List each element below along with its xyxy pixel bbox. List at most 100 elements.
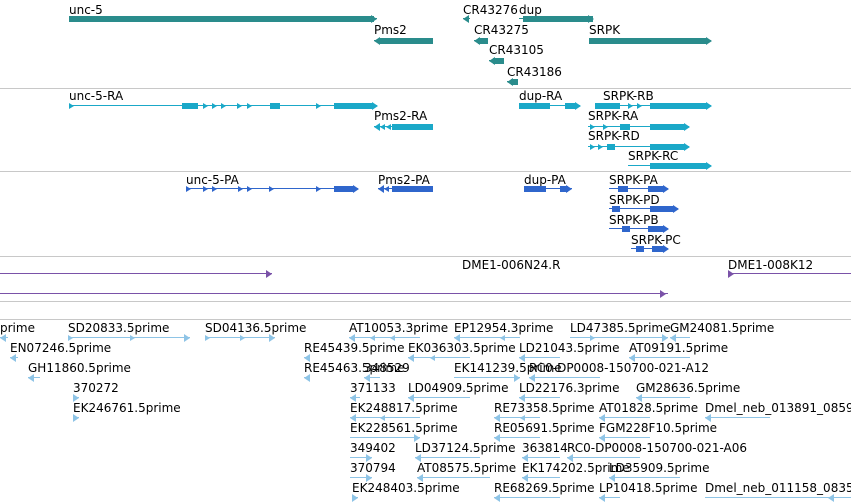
feature-ests[interactable]: RE05691.5prime	[0, 320, 851, 503]
feature-ests[interactable]: LD35909.5prime	[0, 320, 851, 503]
feature-line	[522, 457, 560, 458]
feature-ests[interactable]: EK228561.5prime	[0, 320, 851, 503]
feature-ests[interactable]: LD47385.5prime	[0, 320, 851, 503]
feature-label: unc-5-PA	[186, 173, 239, 187]
feature-ests[interactable]: RE73358.5prime	[0, 320, 851, 503]
feature-ests[interactable]: 370794	[0, 320, 851, 503]
feature-line	[454, 377, 520, 378]
feature-ests[interactable]: LP10418.5prime	[0, 320, 851, 503]
feature-block	[636, 245, 644, 252]
feature-transcripts[interactable]: SRPK-RC	[0, 89, 851, 171]
feature-ests[interactable]: RE45463.5prime	[0, 320, 851, 503]
feature-transcripts[interactable]: dup-RA	[0, 89, 851, 171]
feature-ests[interactable]: EP12954.3prime	[0, 320, 851, 503]
feature-line	[522, 477, 560, 478]
feature-transcripts[interactable]: unc-5-RA	[0, 89, 851, 171]
feature-ests[interactable]: EK248403.5prime	[0, 320, 851, 503]
feature-ests[interactable]: 371133	[0, 320, 851, 503]
strand-arrow-right-icon	[662, 333, 668, 342]
strand-arrow-left-icon	[500, 334, 505, 341]
feature-genes[interactable]: CR43186	[0, 0, 851, 88]
feature-bac_clones[interactable]: DME1-006N24.R	[0, 257, 851, 301]
feature-genes[interactable]: CR43275	[0, 0, 851, 88]
feature-ests[interactable]: 370272	[0, 320, 851, 503]
feature-proteins[interactable]: SRPK-PC	[0, 172, 851, 256]
feature-ests[interactable]: 348529	[0, 320, 851, 503]
feature-ests[interactable]: LD21043.5prime	[0, 320, 851, 503]
feature-ests[interactable]: EK141239.5prime	[0, 320, 851, 503]
feature-ests[interactable]: RE68269.5prime	[0, 320, 851, 503]
feature-ests[interactable]: EK246761.5prime	[0, 320, 851, 503]
feature-genes[interactable]: Pms2	[0, 0, 851, 88]
strand-arrow-right-icon	[203, 102, 208, 109]
strand-arrow-right-icon	[366, 473, 372, 482]
feature-block	[493, 57, 504, 64]
feature-proteins[interactable]: SRPK-PA	[0, 172, 851, 256]
strand-arrow-left-icon	[349, 333, 355, 342]
feature-genes[interactable]: CR43276	[0, 0, 851, 88]
feature-ests[interactable]: FGM228F10.5prime	[0, 320, 851, 503]
feature-ests[interactable]: Dmel_neb_011158_0835	[0, 320, 851, 503]
feature-genes[interactable]: dup	[0, 0, 851, 88]
feature-ests[interactable]: RE45439.5prime	[0, 320, 851, 503]
feature-ests[interactable]: EK036303.5prime	[0, 320, 851, 503]
strand-arrow-right-icon	[728, 269, 734, 278]
feature-transcripts[interactable]: SRPK-RA	[0, 89, 851, 171]
feature-proteins[interactable]: unc-5-PA	[0, 172, 851, 256]
feature-ests[interactable]: LD22176.3prime	[0, 320, 851, 503]
feature-genes[interactable]: CR43105	[0, 0, 851, 88]
feature-line	[417, 477, 490, 478]
strand-arrow-right-icon	[706, 101, 712, 110]
feature-genes[interactable]: SRPK	[0, 0, 851, 88]
feature-ests[interactable]: EK248817.5prime	[0, 320, 851, 503]
feature-block	[650, 143, 685, 150]
feature-line	[454, 337, 520, 338]
feature-transcripts[interactable]: Pms2-RA	[0, 89, 851, 171]
feature-proteins[interactable]: Pms2-PA	[0, 172, 851, 256]
feature-ests[interactable]: AT08575.5prime	[0, 320, 851, 503]
feature-proteins[interactable]: dup-PA	[0, 172, 851, 256]
feature-line	[28, 377, 40, 378]
feature-ests[interactable]: prime	[0, 320, 851, 503]
strand-arrow-right-icon	[371, 14, 377, 23]
feature-ests[interactable]: 349402	[0, 320, 851, 503]
feature-label: AT09191.5prime	[629, 341, 729, 355]
feature-label: SD20833.5prime	[68, 321, 170, 335]
feature-ests[interactable]: AT10053.3prime	[0, 320, 851, 503]
feature-ests[interactable]: LD04909.5prime	[0, 320, 851, 503]
feature-ests[interactable]: RC0-DP0008-150700-021-A12	[0, 320, 851, 503]
feature-transcripts[interactable]: SRPK-RB	[0, 89, 851, 171]
feature-ests[interactable]: EK174202.5prime	[0, 320, 851, 503]
feature-label: 349402	[350, 441, 396, 455]
feature-line	[609, 228, 668, 229]
feature-ests[interactable]: 363814	[0, 320, 851, 503]
feature-line	[529, 377, 600, 378]
feature-label: unc-5	[69, 3, 103, 17]
feature-ests[interactable]: SD20833.5prime	[0, 320, 851, 503]
feature-proteins[interactable]: SRPK-PB	[0, 172, 851, 256]
feature-ests[interactable]: GM28636.5prime	[0, 320, 851, 503]
feature-proteins[interactable]: SRPK-PD	[0, 172, 851, 256]
strand-arrow-left-icon	[28, 373, 34, 382]
feature-genes[interactable]: unc-5	[0, 0, 851, 88]
feature-ests[interactable]: SD04136.5prime	[0, 320, 851, 503]
feature-ests[interactable]: RC0-DP0008-150700-021-A06	[0, 320, 851, 503]
feature-ests[interactable]: AT01828.5prime	[0, 320, 851, 503]
feature-ests[interactable]: Dmel_neb_013891_0859	[0, 320, 851, 503]
feature-ests[interactable]: GM24081.5prime	[0, 320, 851, 503]
feature-label: LD04909.5prime	[408, 381, 509, 395]
feature-ests[interactable]: AT09191.5prime	[0, 320, 851, 503]
feature-line	[0, 293, 668, 294]
feature-label: LD35909.5prime	[609, 461, 710, 475]
feature-label: EK248403.5prime	[352, 481, 460, 495]
feature-ests[interactable]: LD37124.5prime	[0, 320, 851, 503]
feature-transcripts[interactable]: SRPK-RD	[0, 89, 851, 171]
feature-ests[interactable]: GH11860.5prime	[0, 320, 851, 503]
strand-arrow-right-icon	[706, 36, 712, 45]
feature-ests[interactable]: EN07246.5prime	[0, 320, 851, 503]
feature-label: GH11860.5prime	[28, 361, 131, 375]
strand-arrow-left-icon	[454, 333, 460, 342]
strand-arrow-right-icon	[212, 185, 217, 192]
feature-bac_clones[interactable]: DME1-008K12	[0, 257, 851, 301]
strand-arrow-left-icon	[599, 493, 605, 502]
